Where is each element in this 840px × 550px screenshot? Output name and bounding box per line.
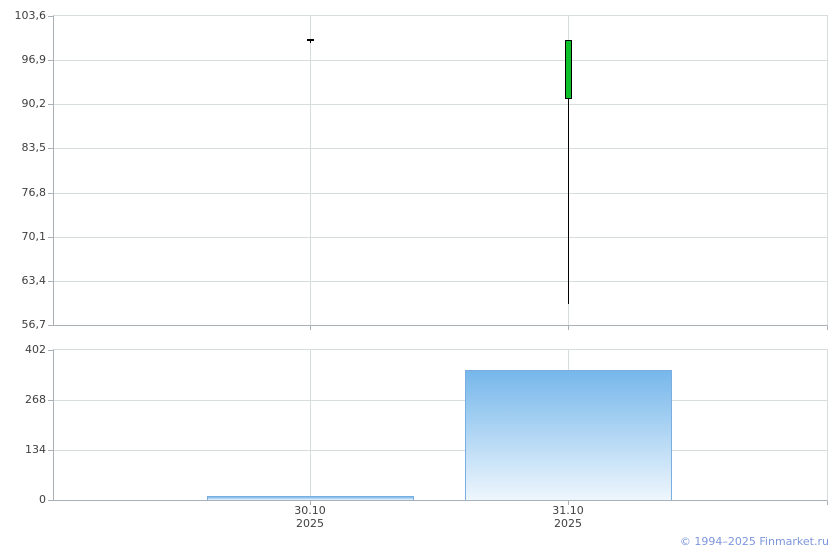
y-axis-tick — [48, 16, 53, 17]
x-axis-label-date: 31.10 — [552, 504, 584, 517]
y-axis-label: 63,4 — [21, 274, 47, 287]
y-axis-label: 103,6 — [14, 9, 47, 22]
gridline-h — [54, 193, 827, 194]
gridline-h — [54, 104, 827, 105]
gridline-h — [54, 60, 827, 61]
gridline-v — [310, 16, 311, 325]
y-axis-tick — [48, 104, 53, 105]
y-axis-label: 83,5 — [21, 141, 47, 154]
y-axis-tick — [48, 281, 53, 282]
candle-body-up — [565, 40, 572, 99]
y-axis-label: 268 — [25, 393, 46, 406]
copyright-link[interactable]: © 1994–2025 Finmarket.ru — [679, 535, 829, 548]
x-axis-label-year: 2025 — [554, 517, 582, 530]
y-axis-tick — [48, 193, 53, 194]
x-axis-label: 31.10 2025 — [528, 504, 608, 530]
x-axis-tick — [310, 501, 311, 505]
volume-chart-panel — [53, 349, 828, 501]
y-axis-label: 0 — [39, 493, 46, 506]
y-axis-label: 70,1 — [21, 230, 47, 243]
y-axis-label: 134 — [25, 443, 46, 456]
y-axis-tick — [48, 237, 53, 238]
volume-bar — [465, 370, 672, 500]
y-axis-label: 90,2 — [21, 97, 47, 110]
x-axis-label-year: 2025 — [296, 517, 324, 530]
gridline-v — [310, 350, 311, 500]
volume-bar — [207, 496, 414, 500]
y-axis-tick — [48, 450, 53, 451]
y-axis-tick — [48, 400, 53, 401]
x-axis-tick — [568, 326, 569, 330]
y-axis-tick — [48, 350, 53, 351]
x-axis-tick — [568, 501, 569, 505]
y-axis-label: 56,7 — [21, 318, 47, 331]
y-axis-label: 96,9 — [21, 53, 47, 66]
y-axis-label: 76,8 — [21, 186, 47, 199]
x-axis-tick — [827, 326, 828, 330]
price-chart-panel — [53, 15, 828, 326]
x-axis-label: 30.10 2025 — [270, 504, 350, 530]
x-axis-tick — [827, 501, 828, 505]
candle-doji-dash — [307, 39, 314, 41]
x-axis-label-date: 30.10 — [294, 504, 326, 517]
y-axis-tick — [48, 148, 53, 149]
gridline-h — [54, 148, 827, 149]
y-axis-tick — [48, 325, 53, 326]
gridline-h — [54, 237, 827, 238]
gridline-h — [54, 450, 827, 451]
candle-wick — [310, 40, 311, 43]
gridline-h — [54, 400, 827, 401]
candle-wick — [568, 40, 569, 304]
x-axis-tick — [310, 326, 311, 330]
y-axis-label: 402 — [25, 343, 46, 356]
gridline-h — [54, 281, 827, 282]
y-axis-tick — [48, 60, 53, 61]
y-axis-tick — [48, 500, 53, 501]
